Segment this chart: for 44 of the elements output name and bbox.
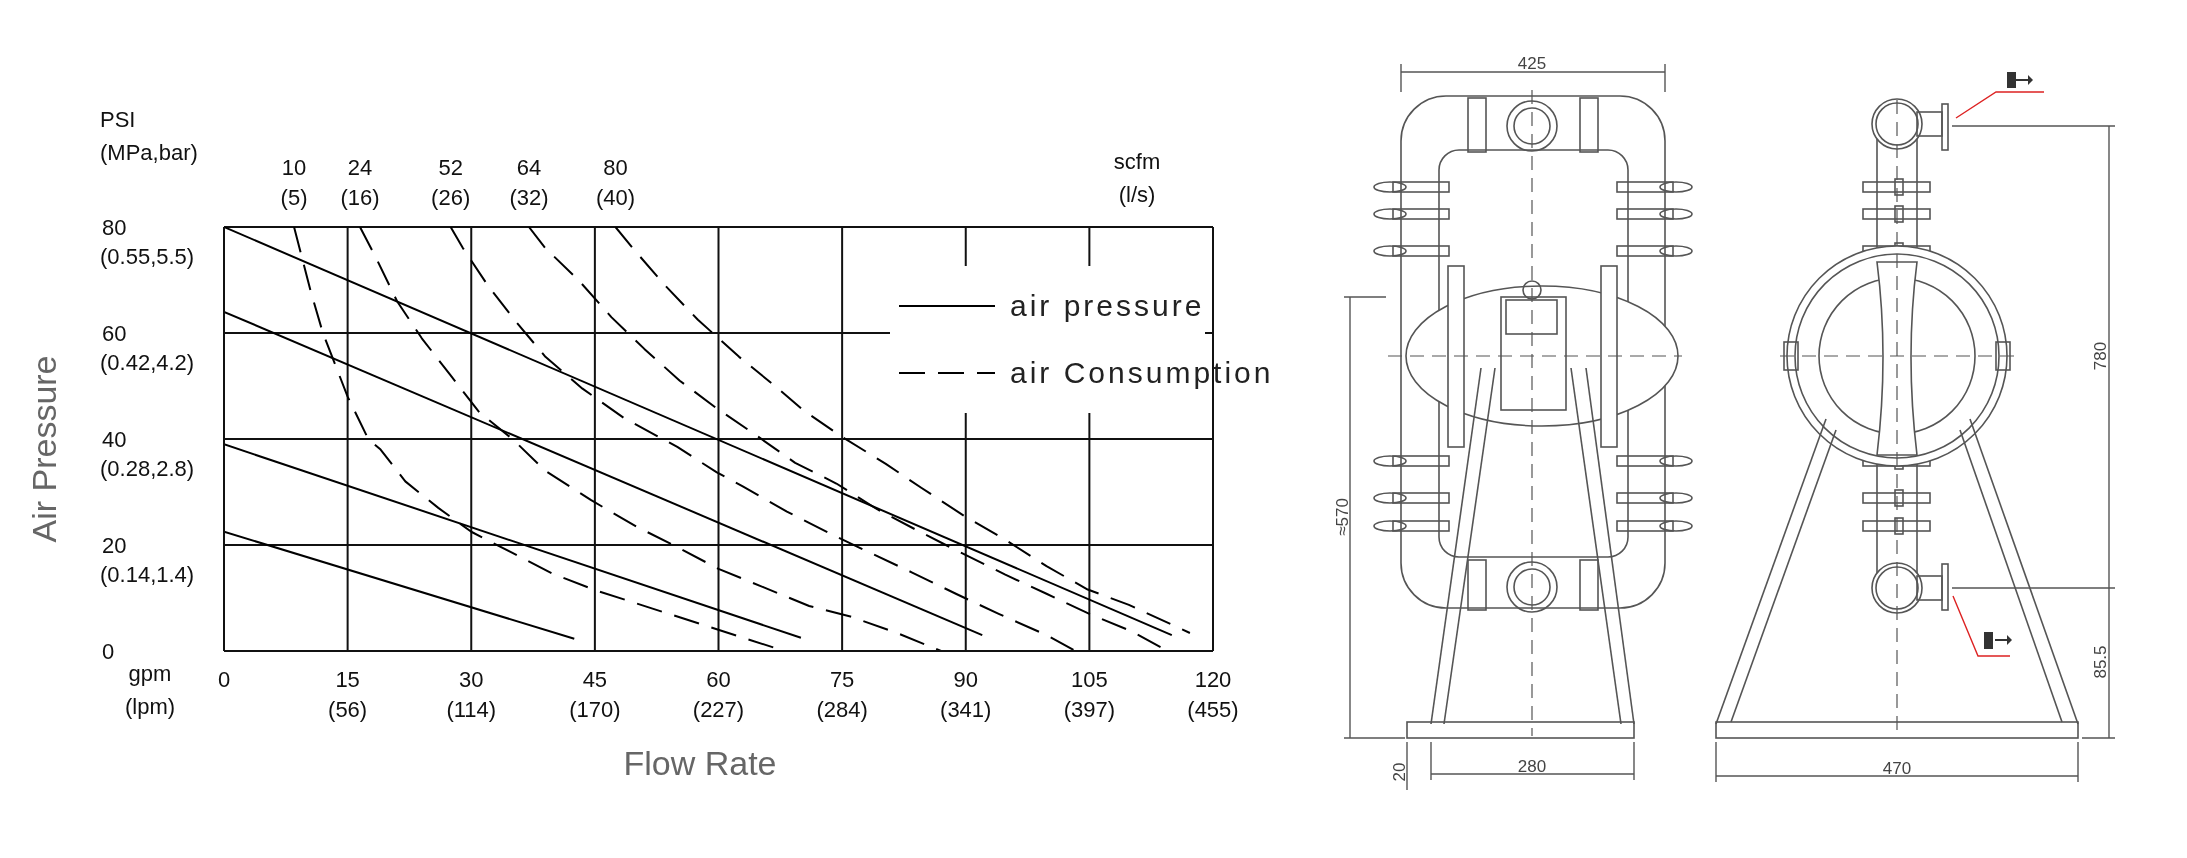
text: (455) <box>1187 697 1239 722</box>
annotation: 80 (40) <box>595 155 636 210</box>
legend-label: air pressure <box>1010 288 1205 323</box>
text: gpm (lpm) <box>124 661 176 719</box>
y-tick-label: 20 <box>102 533 127 558</box>
text: 280 <box>1517 756 1547 776</box>
annotation: 10 (5) <box>280 155 308 210</box>
x-tick-label: 30 <box>459 667 484 692</box>
x-tick-label: 45 <box>582 667 608 692</box>
y-tick-label: 80 <box>102 215 127 240</box>
text: (397) <box>1063 697 1116 722</box>
x-tick-label: 15 <box>335 667 360 692</box>
text: 85.5 <box>2090 645 2110 679</box>
x-tick-label: 90 <box>953 667 978 692</box>
text: scfm (l/s) <box>1113 149 1161 207</box>
text: (114) <box>446 697 497 722</box>
text: 780 <box>2090 341 2110 371</box>
x-tick-label: 0 <box>217 667 231 692</box>
y-tick-label: 60 <box>102 321 127 346</box>
annotation: 24 (16) <box>340 155 380 210</box>
text: (341) <box>940 697 992 722</box>
text: (0.42,4.2) <box>100 350 195 375</box>
text: 470 <box>1882 758 1912 778</box>
text: (0.55,5.5) <box>100 244 195 269</box>
text: 20 <box>1389 762 1409 782</box>
x-tick-label: 75 <box>829 667 855 692</box>
x-tick-label: 105 <box>1071 667 1108 692</box>
x-tick-label: 120 <box>1194 667 1232 692</box>
annotation: 52 (26) <box>431 155 471 210</box>
x-tick-label: 60 <box>706 667 731 692</box>
text: (227) <box>692 697 745 722</box>
text: PSI (MPa,bar) <box>100 107 198 165</box>
text: ≈570 <box>1332 498 1352 536</box>
y-axis-title: Air Pressure <box>25 355 63 543</box>
text: (56) <box>328 697 368 722</box>
annotation: 64 (32) <box>509 155 549 210</box>
text: 425 <box>1517 53 1547 73</box>
y-tick-label: 0 <box>102 639 115 664</box>
text: (170) <box>569 697 621 722</box>
text: (0.14,1.4) <box>100 562 195 587</box>
x-axis-title: Flow Rate <box>623 744 777 782</box>
text: (0.28,2.8) <box>100 456 195 481</box>
y-tick-label: 40 <box>102 427 127 452</box>
text: (284) <box>816 697 868 722</box>
